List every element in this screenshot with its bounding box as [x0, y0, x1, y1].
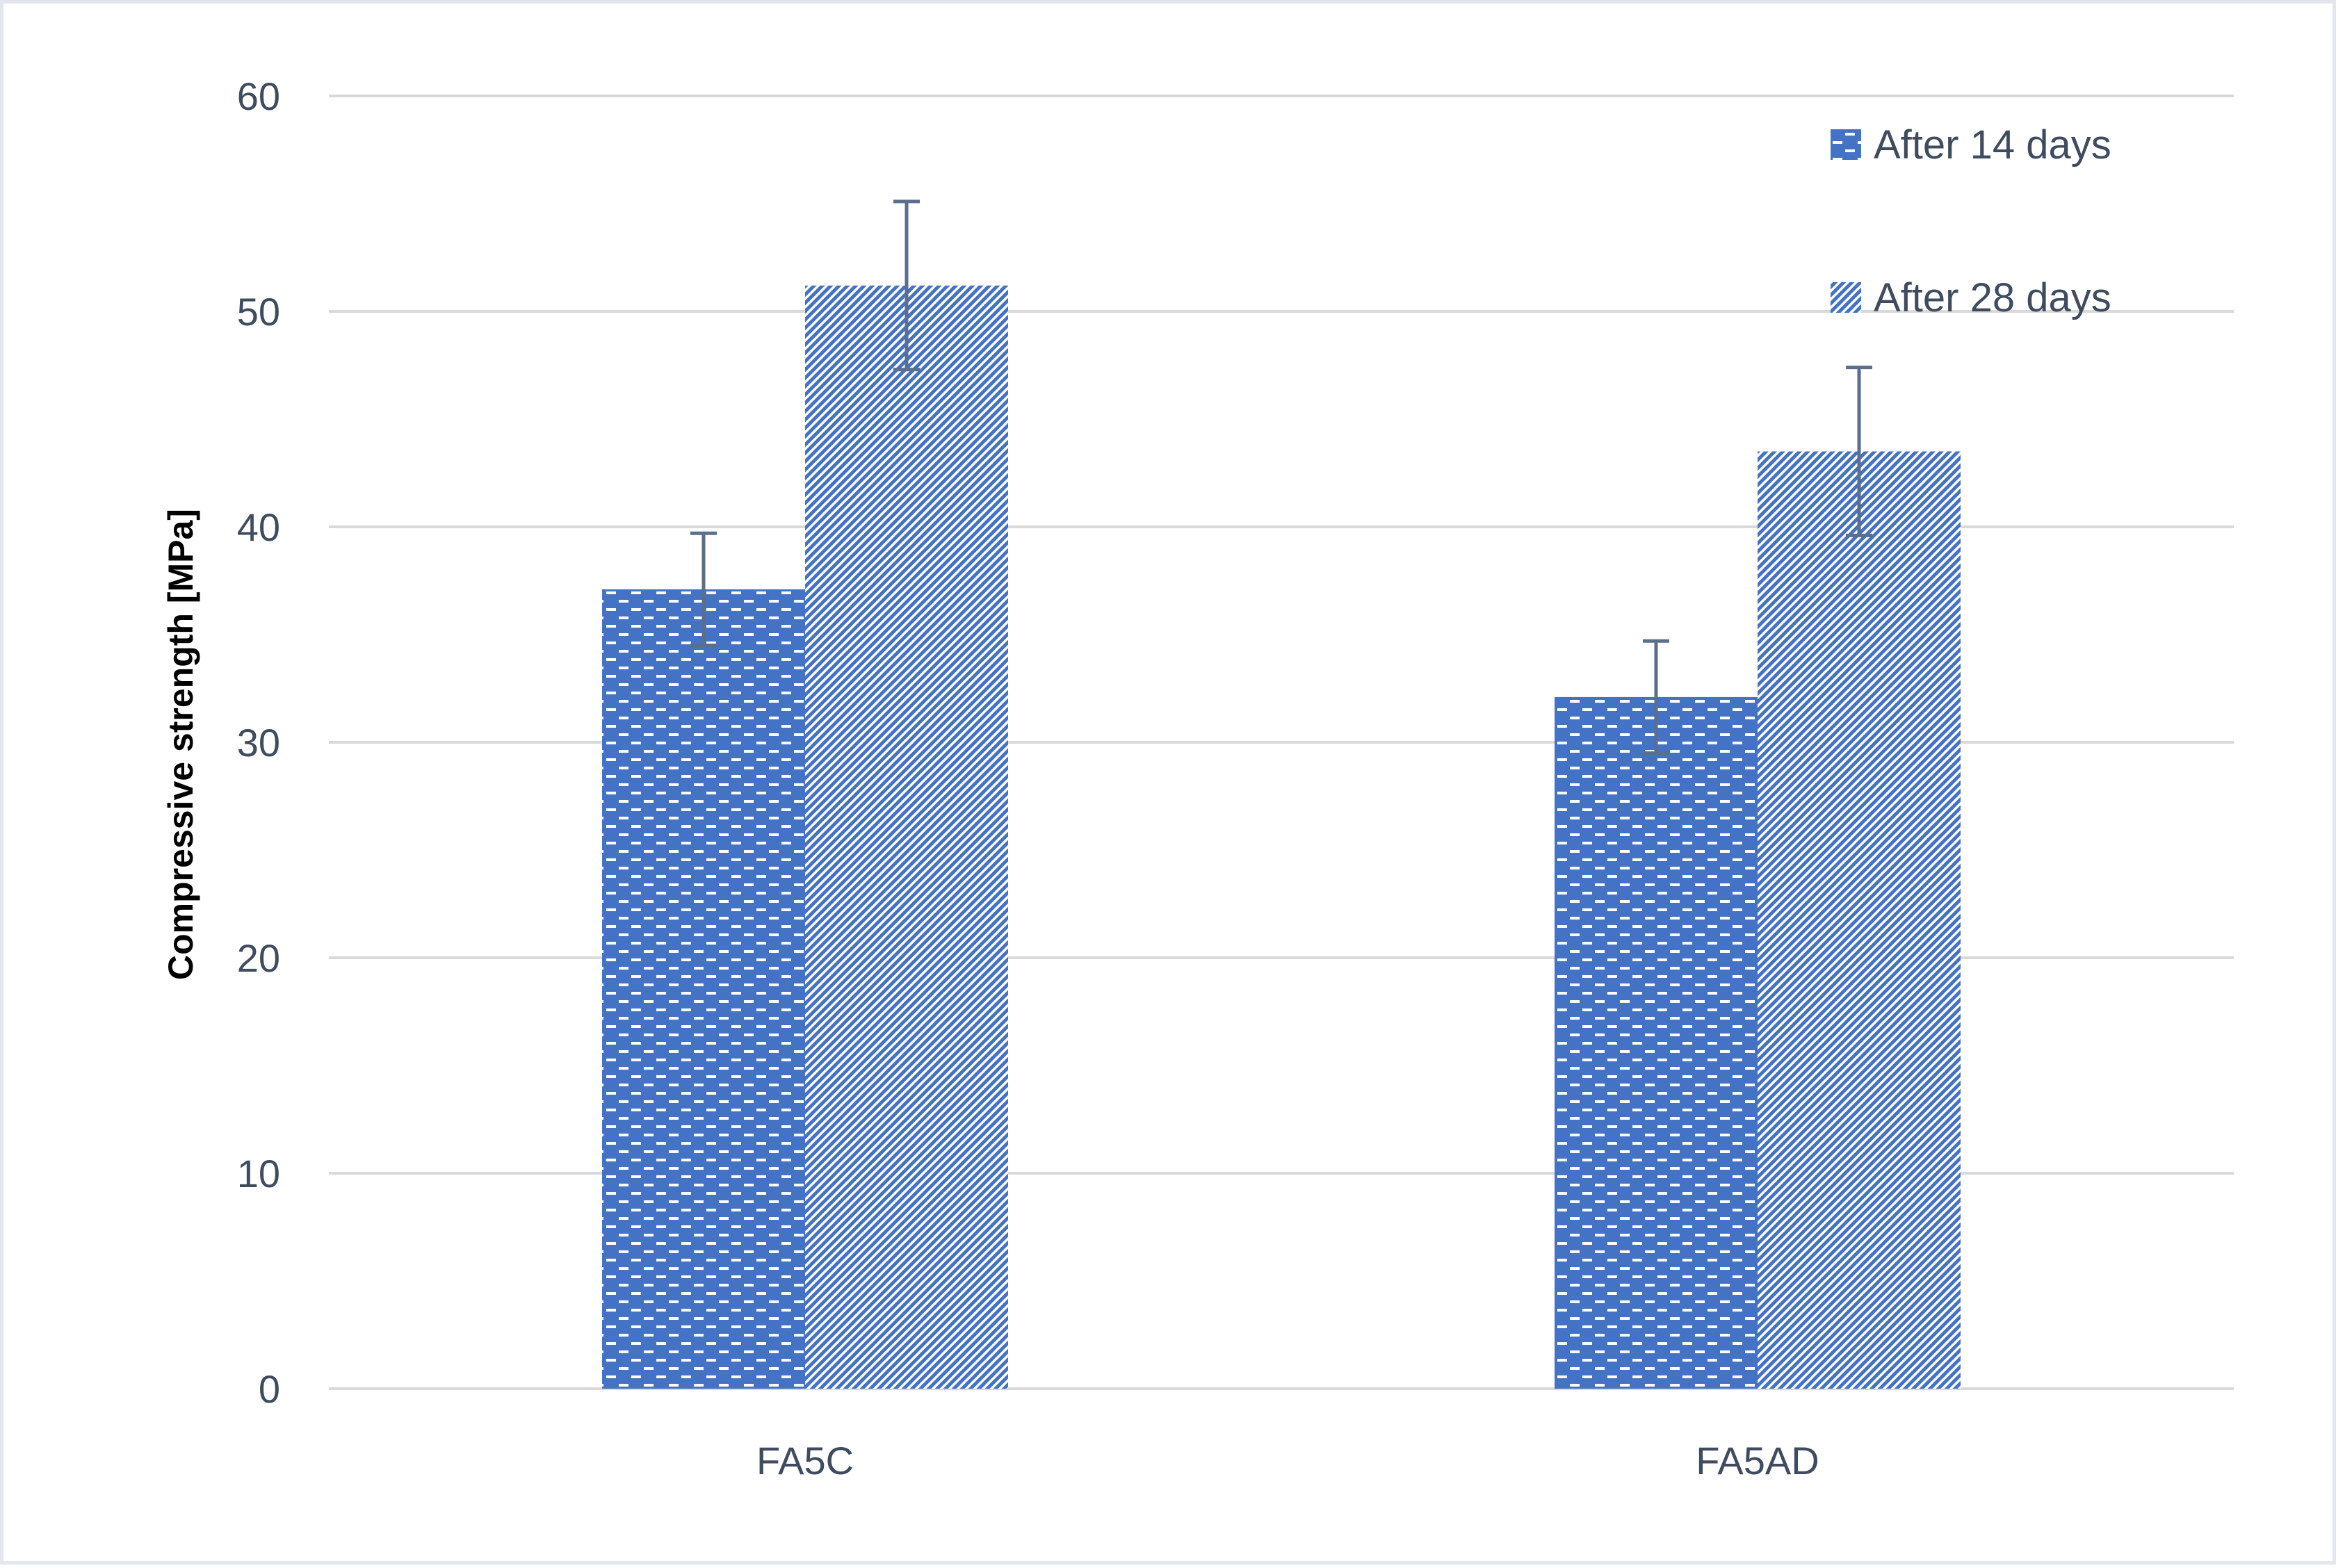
y-tick-label: 40 [237, 505, 280, 549]
y-tick-label: 30 [237, 721, 280, 765]
legend-label: After 28 days [1874, 275, 2111, 320]
y-tick-label: 50 [237, 290, 280, 334]
y-axis-tick-labels: 0 10 20 30 40 50 60 [237, 74, 280, 1411]
y-axis-title: Compressive strength [MPa] [161, 509, 200, 980]
y-tick-label: 20 [237, 936, 280, 980]
x-category-label: FA5C [756, 1439, 854, 1483]
y-tick-label: 0 [259, 1367, 280, 1411]
bar-chart: 0 10 20 30 40 50 60 FA5C FA5AD Compressive stre… [161, 74, 2234, 1483]
y-tick-label: 60 [237, 74, 280, 118]
y-tick-label: 10 [237, 1152, 280, 1195]
x-category-label: FA5AD [1696, 1439, 1819, 1483]
legend-label: After 14 days [1874, 122, 2111, 168]
bar [602, 589, 805, 1389]
bar [1555, 696, 1758, 1389]
bar [1758, 451, 1961, 1389]
legend-swatch [1831, 282, 1861, 313]
x-axis-category-labels: FA5C FA5AD [756, 1439, 1819, 1483]
legend: After 14 days After 28 days [1831, 122, 2111, 320]
bars [602, 285, 1961, 1389]
legend-swatch [1831, 129, 1861, 160]
bar [805, 285, 1008, 1389]
error-bars [690, 199, 1872, 755]
